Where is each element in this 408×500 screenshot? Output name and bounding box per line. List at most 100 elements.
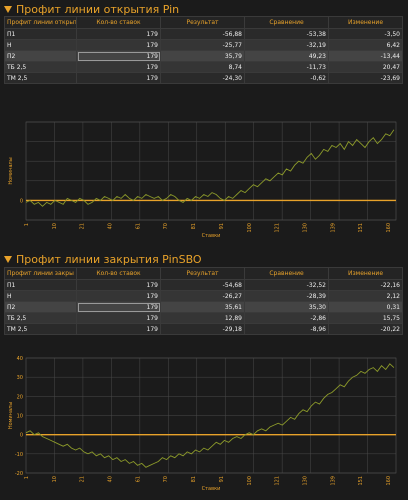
y-tick-label: 10 [17, 414, 23, 420]
cell-name: ТБ 2,5 [4, 312, 77, 324]
x-tick-label: 130 [302, 223, 308, 233]
cell-compare: -28,39 [244, 290, 329, 302]
series-line [25, 129, 395, 207]
profit-table-open: Профит линии открыт Кол-во ставок Резуль… [4, 16, 403, 84]
cell-count-focused[interactable]: 179 [76, 50, 161, 62]
column-header[interactable]: Результат [160, 267, 245, 280]
line-chart-close: 40 30 20 10 0 -10 -20 1 10 21 40 61 70 81 91 100 121 130 1… [4, 353, 404, 492]
table-row[interactable]: Н 179 -25,77 -32,19 6,42 [4, 39, 403, 51]
cell-count: 179 [76, 61, 161, 73]
cell-compare: -0,62 [244, 72, 329, 84]
cell-name: ТМ 2,5 [4, 323, 77, 335]
x-tick-label: 40 [108, 476, 114, 482]
table-row[interactable]: П1 179 -54,68 -32,52 -22,16 [4, 279, 403, 291]
cell-result: 12,89 [160, 312, 245, 324]
y-tick-label: 0 [20, 198, 23, 204]
collapse-triangle-icon[interactable] [4, 5, 12, 13]
table-row[interactable]: ТМ 2,5 179 -24,30 -0,62 -23,69 [4, 72, 403, 84]
x-tick-label: 61 [135, 476, 141, 482]
cell-change: 2,12 [328, 290, 403, 302]
table-row[interactable]: ТБ 2,5 179 12,89 -2,86 15,75 [4, 312, 403, 324]
section-title-open-line[interactable]: Профит линии открытия Pin [4, 2, 179, 16]
y-axis-label: Номиналы [8, 402, 14, 429]
column-header[interactable]: Результат [160, 16, 245, 29]
cell-compare: 49,23 [244, 50, 329, 62]
cell-name: Н [4, 290, 77, 302]
cell-result: -24,30 [160, 72, 245, 84]
section-title-close-line[interactable]: Профит линии закрытия PinSBO [4, 252, 202, 266]
x-tick-label: 160 [386, 476, 392, 486]
cell-result: -56,88 [160, 28, 245, 40]
cell-compare: -8,96 [244, 323, 329, 335]
cell-compare: -11,73 [244, 61, 329, 73]
cell-name: П2 [4, 301, 77, 313]
x-tick-label: 91 [219, 223, 225, 229]
y-axis-label: Номиналы [8, 157, 14, 184]
cell-result: -26,27 [160, 290, 245, 302]
cell-count: 179 [76, 279, 161, 291]
x-tick-label: 139 [330, 223, 336, 233]
column-header[interactable]: Сравнение [244, 16, 329, 29]
series-line [25, 363, 395, 468]
table-header-row: Профит линии закры Кол-во ставок Результ… [4, 267, 403, 280]
x-tick-label: 121 [275, 223, 281, 233]
cell-result: 35,79 [160, 50, 245, 62]
cell-change: 15,75 [328, 312, 403, 324]
column-header[interactable]: Кол-во ставок [76, 267, 161, 280]
cell-change: -23,69 [328, 72, 403, 84]
y-tick-label: -10 [15, 452, 23, 458]
cell-result: -25,77 [160, 39, 245, 51]
x-tick-label: 151 [358, 476, 364, 486]
column-header[interactable]: Сравнение [244, 267, 329, 280]
line-chart-open: 0 1 10 21 40 61 70 81 91 100 121 130 139 151 160 Ставки… [4, 118, 404, 240]
cell-compare: -32,52 [244, 279, 329, 291]
table-row[interactable]: ТБ 2,5 179 8,74 -11,73 20,47 [4, 61, 403, 73]
x-tick-label: 160 [386, 223, 392, 233]
x-tick-label: 151 [358, 223, 364, 233]
x-tick-label: 121 [275, 476, 281, 486]
cell-compare: 35,30 [244, 301, 329, 313]
cell-change: -22,16 [328, 279, 403, 291]
cell-name: П1 [4, 279, 77, 291]
chart-svg: 0 1 10 21 40 61 70 81 91 100 121 130 139 151 160 Ставки… [8, 121, 397, 239]
cell-name: П1 [4, 28, 77, 40]
cell-result: -54,68 [160, 279, 245, 291]
x-tick-label: 81 [191, 476, 197, 482]
x-tick-label: 10 [52, 476, 58, 482]
x-tick-label: 40 [108, 223, 114, 229]
cell-change: 6,42 [328, 39, 403, 51]
cell-count-focused[interactable]: 179 [76, 301, 161, 313]
cell-change: 0,31 [328, 301, 403, 313]
x-tick-label: 21 [80, 223, 86, 229]
x-tick-label: 10 [52, 223, 58, 229]
column-header[interactable]: Изменение [328, 267, 403, 280]
x-tick-label: 70 [163, 223, 169, 229]
cell-result: -29,18 [160, 323, 245, 335]
cell-count: 179 [76, 72, 161, 84]
table-row[interactable]: Н 179 -26,27 -28,39 2,12 [4, 290, 403, 302]
column-header[interactable]: Кол-во ставок [76, 16, 161, 29]
x-tick-label: 21 [80, 476, 86, 482]
cell-change: -20,22 [328, 323, 403, 335]
cell-count: 179 [76, 39, 161, 51]
column-header[interactable]: Профит линии открыт [4, 16, 77, 29]
cell-compare: -2,86 [244, 312, 329, 324]
y-tick-label: 30 [17, 375, 23, 381]
table-row[interactable]: ТМ 2,5 179 -29,18 -8,96 -20,22 [4, 323, 403, 335]
cell-change: -3,50 [328, 28, 403, 40]
section-title-text: Профит линии закрытия PinSBO [16, 252, 202, 266]
y-tick-label: 40 [17, 356, 23, 362]
x-axis-label: Ставки [202, 486, 221, 492]
table-row-selected[interactable]: П2 179 35,61 35,30 0,31 [4, 301, 403, 313]
collapse-triangle-icon[interactable] [4, 255, 12, 263]
x-tick-label: 100 [247, 223, 253, 233]
table-row-selected[interactable]: П2 179 35,79 49,23 -13,44 [4, 50, 403, 62]
cell-name: ТМ 2,5 [4, 72, 77, 84]
cell-change: -13,44 [328, 50, 403, 62]
x-tick-label: 70 [163, 476, 169, 482]
column-header[interactable]: Изменение [328, 16, 403, 29]
profit-table-close: Профит линии закры Кол-во ставок Результ… [4, 267, 403, 335]
column-header[interactable]: Профит линии закры [4, 267, 77, 280]
table-row[interactable]: П1 179 -56,88 -53,38 -3,50 [4, 28, 403, 40]
